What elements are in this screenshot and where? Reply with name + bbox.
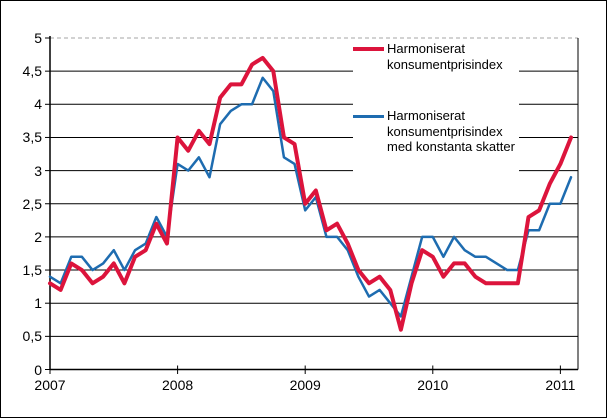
legend-line-sample-red	[353, 47, 384, 51]
y-tick-label: 0	[34, 361, 42, 378]
series-line-1	[48, 76, 573, 318]
legend-label-hicp-ct: Harmoniserat konsumentprisindex med kons…	[387, 108, 515, 154]
legend-entry-hicp-ct: Harmoniserat konsumentprisindex med kons…	[353, 108, 519, 155]
y-tick-label: 1,5	[22, 262, 42, 279]
chart-legend: Harmoniserat konsumentprisindex Harmonis…	[353, 41, 519, 173]
y-tick-label: 5	[34, 30, 42, 46]
series-line-0	[48, 55, 574, 332]
y-tick-label: 4,5	[22, 63, 42, 80]
y-tick-label: 4	[34, 96, 42, 113]
y-tick-label: 0,5	[22, 328, 42, 345]
y-tick-label: 2,5	[22, 195, 42, 212]
y-tick-label: 3,5	[22, 129, 42, 146]
x-tick-label: 2010	[417, 377, 449, 393]
legend-label-hicp: Harmoniserat konsumentprisindex	[387, 41, 503, 72]
y-tick-label: 2	[34, 228, 42, 245]
y-tick-label: 3	[34, 162, 42, 179]
legend-line-sample-blue	[353, 115, 384, 118]
x-tick-label: 2009	[289, 377, 321, 393]
y-tick-label: 1	[34, 295, 42, 312]
legend-entry-hicp: Harmoniserat konsumentprisindex	[353, 41, 519, 72]
x-tick-label: 2007	[34, 377, 66, 393]
x-tick-label: 2011	[545, 377, 576, 393]
x-tick-label: 2008	[162, 377, 194, 393]
